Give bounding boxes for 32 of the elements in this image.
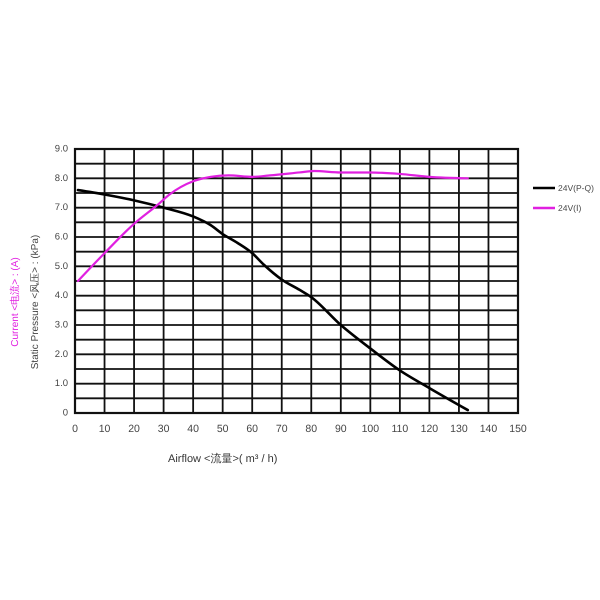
y-tick-label: 1.0: [54, 378, 68, 390]
line-series: [76, 188, 470, 412]
y-tick-label: 6.0: [54, 232, 68, 242]
x-tick-label: 80: [305, 423, 318, 435]
legend-label: 24V(Ⅰ): [558, 203, 582, 213]
legend-label: 24V(P-Q): [558, 183, 594, 193]
y-tick-label: 7.0: [54, 202, 68, 214]
x-tick-label: 0: [72, 423, 78, 435]
x-tick-label: 40: [187, 423, 200, 435]
x-tick-label: 60: [246, 423, 258, 435]
x-tick-label: 100: [362, 423, 380, 435]
x-tick-label: 140: [480, 423, 498, 435]
x-axis-title: Airflow <流量>( m³ / h): [168, 452, 278, 465]
y-tick-label: 8.0: [54, 172, 68, 184]
y-tick-label: 5.0: [54, 260, 68, 272]
x-tick-label: 10: [98, 423, 111, 435]
x-tick-label: 50: [216, 423, 229, 435]
y-tick-label: 3.0: [54, 320, 68, 330]
y-tick-label: 9.0: [54, 144, 68, 154]
x-tick-label: 110: [391, 423, 408, 435]
y-tick-label: 0: [62, 408, 68, 418]
line-series: [76, 170, 469, 282]
y-axis-title: Current <电流> : (A) Static Pressure <风压> : (kPa): [9, 234, 41, 370]
x-tick-label: 150: [509, 423, 527, 435]
x-tick-label: 30: [158, 423, 170, 435]
x-tick-label: 90: [334, 423, 347, 435]
y-tick-label: 2.0: [54, 348, 68, 360]
y-tick-label: 4.0: [54, 290, 68, 302]
x-tick-label: 70: [276, 423, 288, 435]
x-tick-label: 130: [450, 423, 468, 435]
x-tick-label: 120: [420, 423, 438, 435]
x-tick-label: 20: [128, 423, 140, 435]
